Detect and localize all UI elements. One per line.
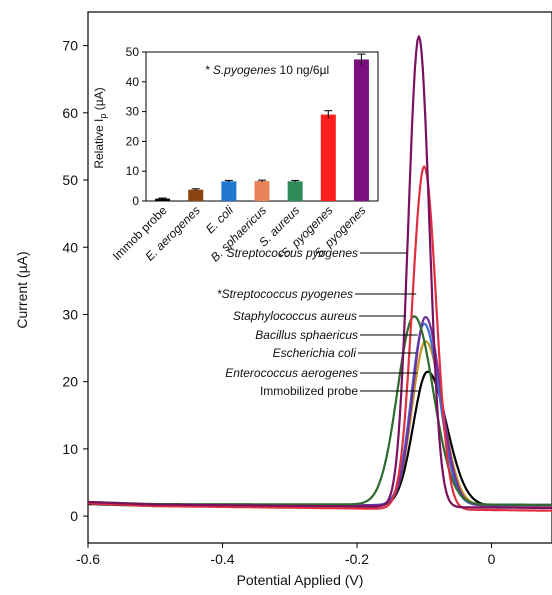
inset-bar xyxy=(221,181,237,201)
inset-y-axis-label: Relative Ip (µA) xyxy=(92,87,108,168)
inset-y-tick-label: 10 xyxy=(126,164,140,178)
x-tick-label: 0 xyxy=(488,551,496,567)
inset-y-tick-label: 0 xyxy=(132,194,139,208)
y-tick-label: 20 xyxy=(62,374,78,390)
inset-bar xyxy=(287,181,303,201)
y-tick-label: 0 xyxy=(70,508,78,524)
inset-y-tick-label: 50 xyxy=(126,45,140,59)
x-tick-label: -0.6 xyxy=(76,551,100,567)
y-tick-label: 50 xyxy=(62,172,78,188)
y-tick-label: 60 xyxy=(62,105,78,121)
inset-bar xyxy=(353,59,369,202)
inset-bar xyxy=(155,198,171,201)
curve-callout-label: Bacillus sphaericus xyxy=(255,328,358,342)
curve-callout-label: *Streptococcus pyogenes xyxy=(217,287,353,301)
curve-callout-label: Streptococcus pyogenes xyxy=(227,246,358,260)
curve-callout-label: Enterococcus aerogenes xyxy=(225,366,358,380)
x-tick-label: -0.2 xyxy=(345,551,369,567)
inset-y-tick-label: 40 xyxy=(126,75,140,89)
y-tick-label: 30 xyxy=(62,306,78,322)
inset-bar xyxy=(188,189,204,201)
y-tick-label: 70 xyxy=(62,38,78,54)
curve-callout-label: Immobilized probe xyxy=(260,384,358,398)
main-plot-axes: -0.6 -0.4 -0.2 0 0 10 20 30 40 50 60 70 xyxy=(62,11,552,567)
curve-callout-label: Escherichia coli xyxy=(273,346,357,360)
curve-line xyxy=(87,165,552,512)
inset-axes: 0 10 20 30 40 50 xyxy=(126,45,379,208)
plot-frame xyxy=(87,11,552,544)
main-plot-curves xyxy=(87,35,552,512)
inset-title: * S.pyogenes 10 ng/6µl xyxy=(205,63,329,77)
inset-y-tick-label: 20 xyxy=(126,134,140,148)
curve-callouts: Streptococcus pyogenes *Streptococcus pyo… xyxy=(217,246,420,398)
y-tick-label: 10 xyxy=(62,441,78,457)
inset-frame xyxy=(145,51,379,202)
x-axis-label: Potential Applied (V) xyxy=(237,572,364,588)
curve-callout-label: Staphylococcus aureus xyxy=(233,309,357,323)
y-tick-label: 40 xyxy=(62,239,78,255)
inset-bars xyxy=(155,53,369,202)
curve-line xyxy=(88,315,552,506)
inset-bar xyxy=(254,181,270,201)
curve-line xyxy=(87,35,552,510)
inset-y-tick-label: 30 xyxy=(126,105,140,119)
y-axis-label: Current (µA) xyxy=(14,251,30,328)
inset-bar xyxy=(320,114,336,201)
x-tick-label: -0.4 xyxy=(210,551,234,567)
